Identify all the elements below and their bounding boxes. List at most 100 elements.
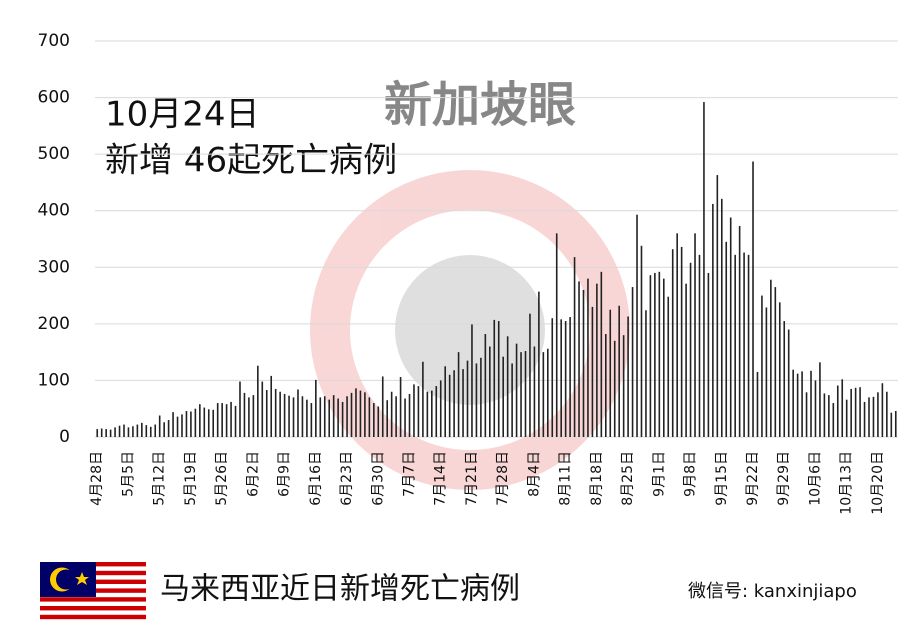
y-tick-label: 400: [38, 201, 70, 221]
bar: [573, 257, 576, 437]
bar: [801, 371, 803, 437]
watermark: 新加坡眼: [384, 77, 576, 133]
bar: [662, 278, 665, 437]
bar: [252, 395, 255, 437]
bar: [493, 319, 496, 437]
bar: [502, 356, 504, 437]
bar: [841, 379, 844, 437]
bar: [373, 403, 375, 437]
bar: [533, 346, 536, 437]
source: 微信号: kanxinjiapo: [688, 581, 857, 602]
bar: [859, 387, 861, 437]
x-tick-label: 8月4日: [526, 451, 542, 497]
bar: [689, 262, 692, 437]
bar: [703, 102, 705, 438]
bar: [283, 394, 286, 437]
bar: [774, 287, 777, 437]
bar: [346, 396, 348, 437]
bar: [292, 397, 295, 437]
bar: [894, 410, 897, 437]
x-tick-label: 9月15日: [714, 451, 730, 506]
bar: [274, 388, 277, 437]
bar: [123, 424, 125, 437]
x-tick-label: 8月25日: [620, 451, 636, 506]
bar: [176, 416, 179, 437]
bar: [199, 404, 201, 437]
y-tick-label: 500: [38, 144, 70, 164]
bar: [604, 334, 607, 437]
bar: [569, 317, 571, 437]
bar: [560, 319, 562, 437]
bar: [279, 391, 281, 437]
x-tick-label: 6月23日: [339, 451, 355, 506]
bar: [315, 379, 317, 437]
bar: [636, 214, 638, 437]
bar: [386, 400, 389, 437]
bar: [310, 403, 313, 437]
bar: [712, 203, 714, 437]
bar: [207, 409, 210, 437]
x-tick-label: 6月16日: [308, 451, 324, 506]
bar: [417, 386, 420, 437]
bar: [542, 352, 545, 437]
bar: [627, 316, 629, 437]
x-tick-label: 7月28日: [495, 451, 511, 506]
bar: [770, 279, 772, 437]
bar: [877, 392, 879, 437]
bar: [404, 398, 406, 437]
chart-title: 10月24日: [105, 95, 260, 135]
bar: [752, 161, 754, 438]
bar: [248, 397, 250, 437]
bar: [694, 233, 696, 437]
bar: [783, 321, 786, 437]
bar: [850, 388, 852, 437]
bar: [868, 397, 870, 437]
bar: [221, 403, 223, 437]
y-tick-label: 700: [38, 31, 70, 51]
x-tick-label: 10月6日: [807, 451, 823, 506]
bar: [765, 307, 768, 437]
bar: [805, 392, 808, 437]
bar: [297, 389, 299, 437]
watermark-logo: [310, 170, 630, 490]
bar: [395, 396, 397, 437]
x-tick-label: 5月5日: [120, 451, 136, 497]
bar: [489, 346, 491, 437]
bar: [538, 291, 540, 437]
bar: [301, 396, 304, 437]
x-tick-label: 6月30日: [370, 451, 386, 506]
bar: [158, 415, 161, 437]
bar: [149, 426, 152, 437]
bar: [645, 310, 647, 437]
bar: [685, 283, 687, 437]
bar: [787, 329, 790, 437]
y-tick-label: 600: [38, 88, 70, 108]
bar: [515, 343, 518, 437]
bar: [640, 245, 643, 437]
bar: [212, 409, 215, 437]
bar: [132, 426, 134, 437]
bar: [114, 427, 116, 437]
bar: [319, 397, 322, 437]
bar: [836, 385, 839, 437]
bar: [600, 271, 603, 437]
bar: [729, 217, 732, 437]
bar: [185, 410, 188, 437]
bar: [823, 393, 826, 437]
x-tick-label: 8月18日: [589, 451, 605, 506]
bar: [118, 425, 121, 437]
x-tick-label: 4月28日: [89, 451, 105, 506]
bar: [390, 391, 393, 437]
bar: [475, 363, 478, 437]
bar: [497, 321, 500, 437]
bar: [243, 392, 246, 437]
bar: [337, 398, 339, 437]
bar: [141, 422, 143, 437]
bar: [881, 383, 884, 437]
bar: [167, 420, 170, 437]
bar: [609, 309, 612, 437]
bar: [109, 429, 112, 437]
x-tick-label: 9月1日: [651, 451, 667, 497]
